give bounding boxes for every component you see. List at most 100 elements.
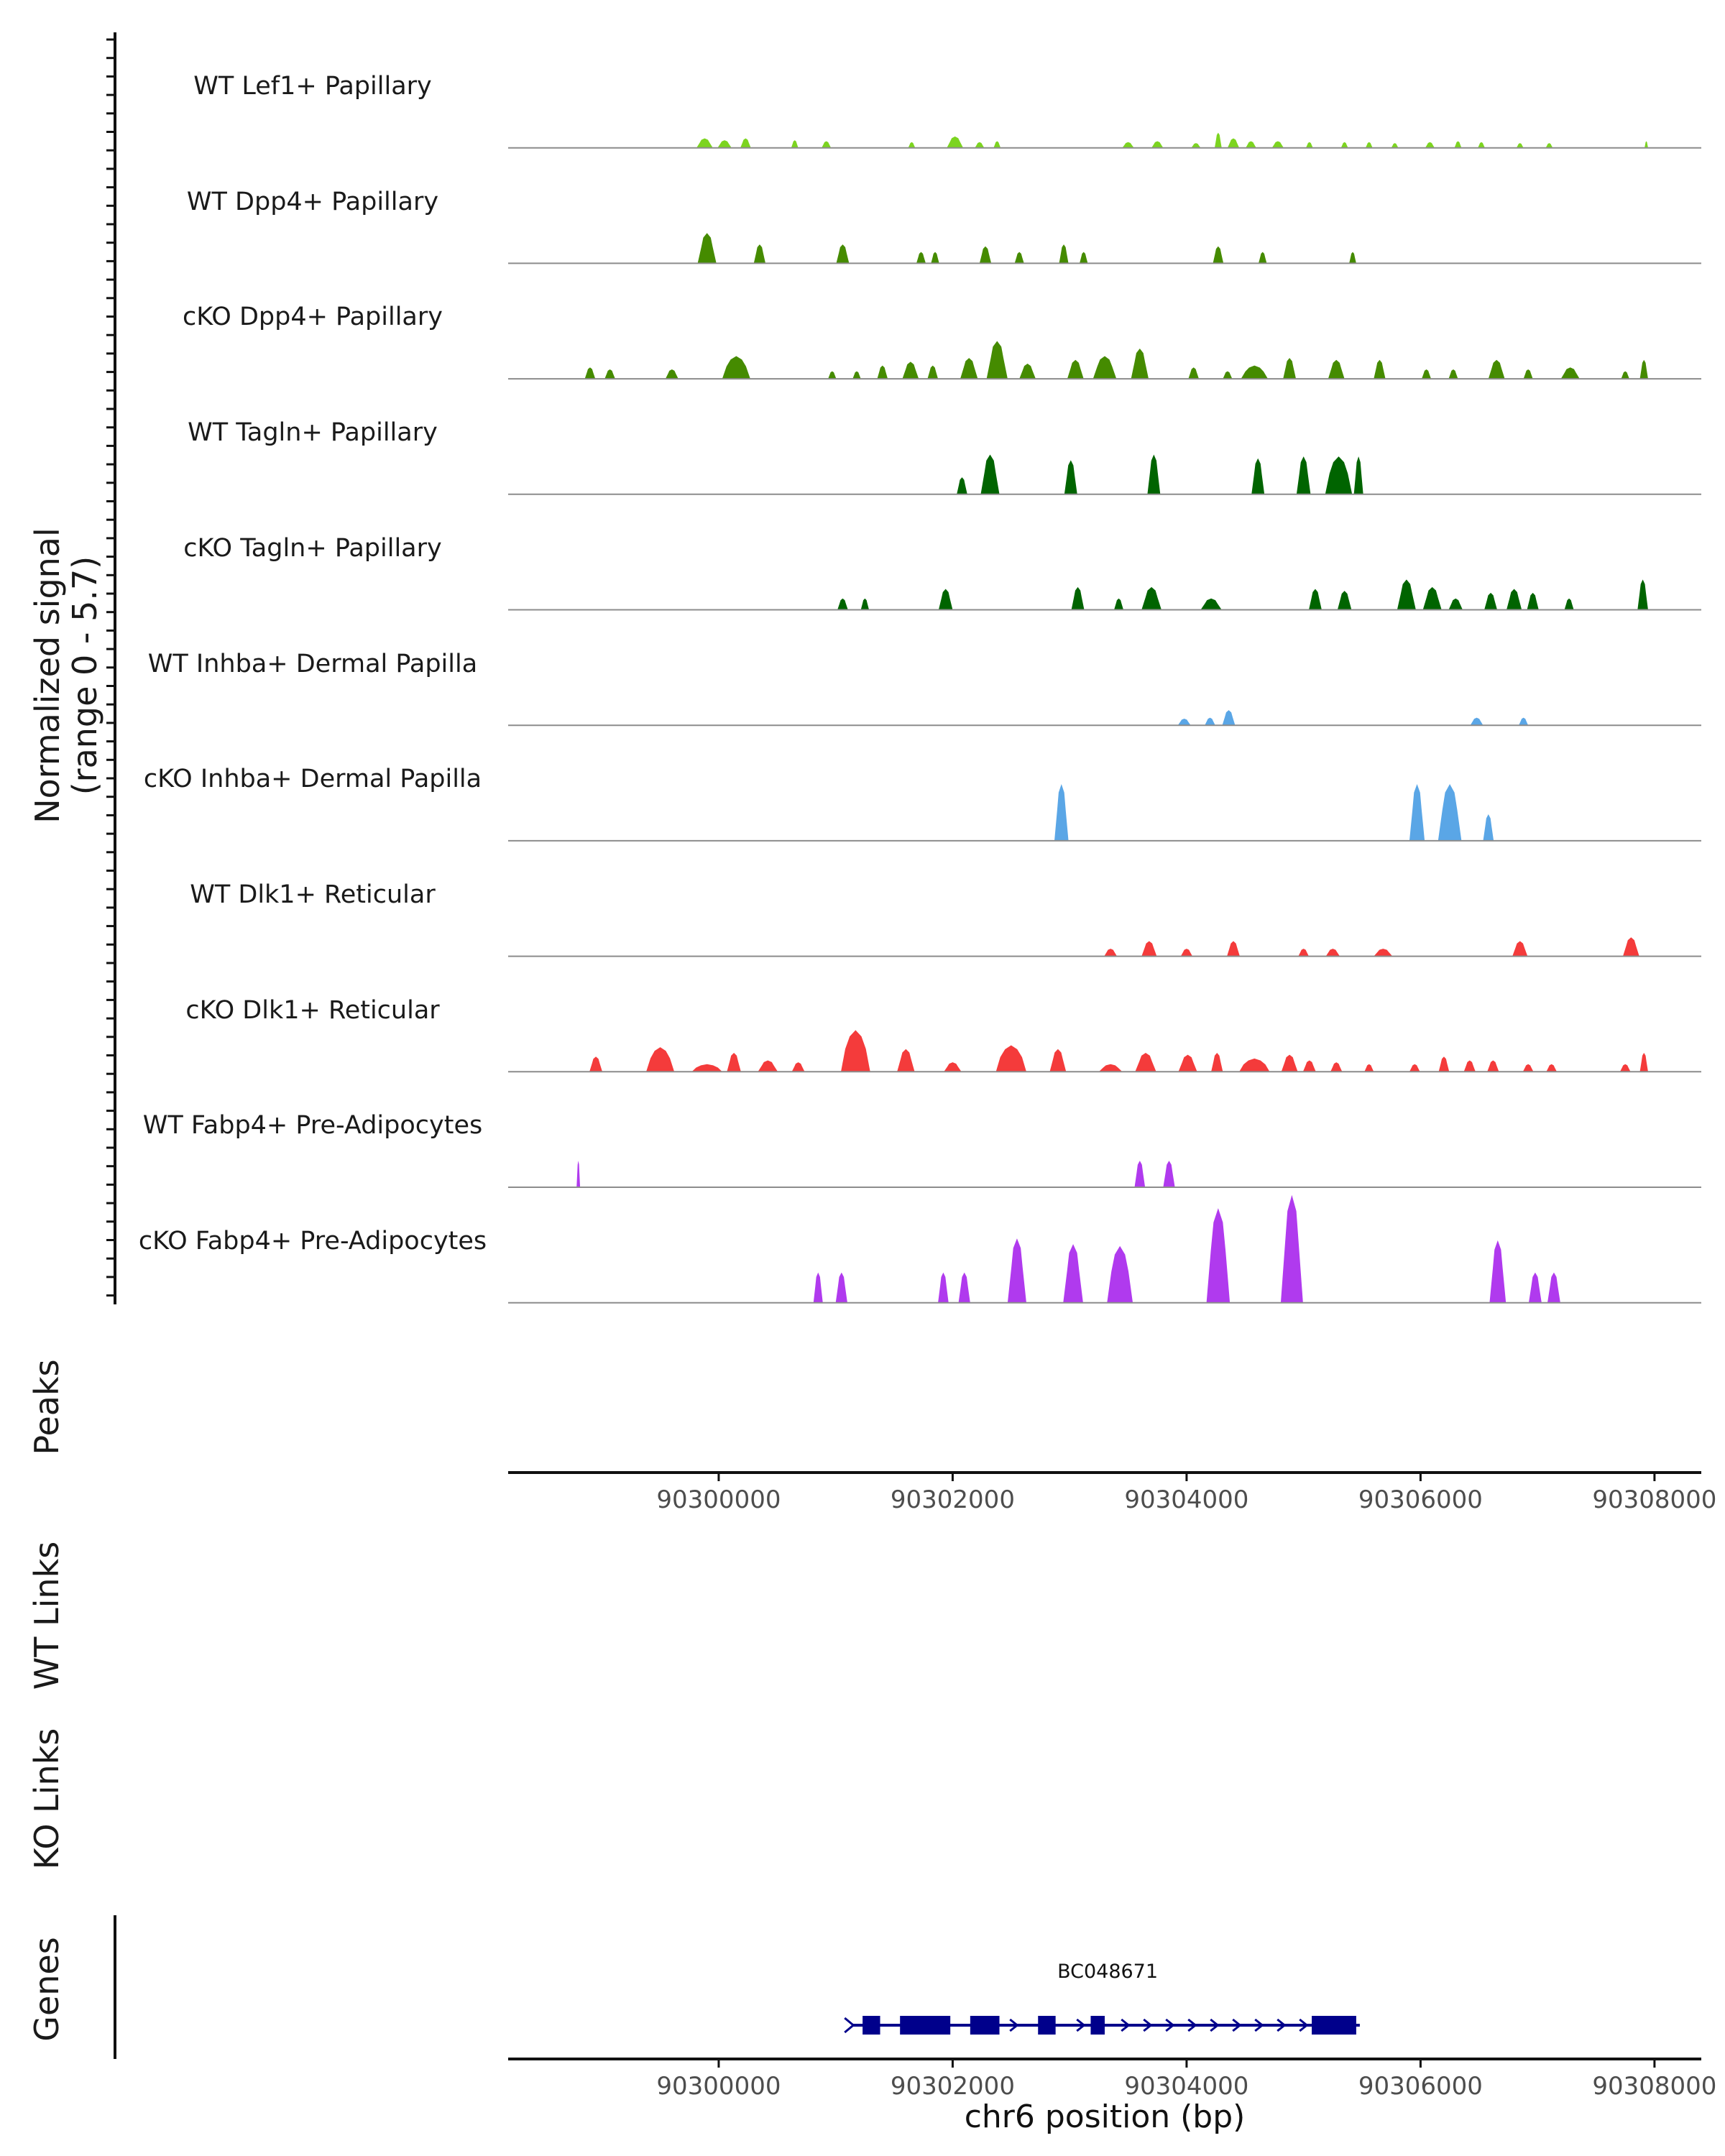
coverage-peak xyxy=(1454,141,1462,148)
coverage-peak xyxy=(1214,132,1222,148)
coverage-peak xyxy=(1353,456,1363,494)
coverage-peak xyxy=(986,341,1008,379)
coverage-peak xyxy=(1448,598,1463,610)
coverage-peak xyxy=(722,356,750,379)
coverage-peak xyxy=(1374,949,1393,957)
strand-arrow xyxy=(1232,2018,1242,2032)
coverage-peak xyxy=(1564,598,1574,610)
coverage-peak xyxy=(1222,710,1236,726)
coverage-peak xyxy=(1227,138,1240,148)
coverage-peak xyxy=(958,1272,970,1303)
strand-arrow xyxy=(1121,2018,1131,2032)
coverage-track xyxy=(508,454,1701,495)
coverage-peak xyxy=(1519,717,1529,726)
coverage-peak xyxy=(1438,1056,1450,1072)
coverage-peak xyxy=(1397,579,1416,610)
gene-exon xyxy=(1038,2016,1056,2035)
coverage-track xyxy=(508,1194,1701,1304)
coverage-peak xyxy=(1080,252,1088,264)
gene-exon xyxy=(1312,2016,1356,2035)
coverage-peak xyxy=(740,138,751,148)
coverage-peak xyxy=(1528,1272,1542,1303)
coverage-peak xyxy=(589,1056,603,1072)
coverage-peak xyxy=(813,1272,823,1303)
coverage-peak xyxy=(1227,941,1240,957)
coverage-peak xyxy=(1280,1194,1303,1303)
gene-exon xyxy=(900,2016,951,2035)
coverage-peak xyxy=(1522,1064,1534,1072)
coverage-peak xyxy=(1104,949,1118,957)
coverage-peak xyxy=(1283,358,1297,379)
coverage-peak xyxy=(1560,367,1580,379)
coverage-peak xyxy=(1409,1064,1420,1072)
coverage-peak xyxy=(584,367,596,379)
coverage-peak xyxy=(753,244,766,264)
coverage-peak xyxy=(1298,949,1309,957)
coverage-peak xyxy=(1391,143,1399,148)
coverage-peak xyxy=(1141,586,1162,610)
coverage-peak xyxy=(1328,359,1345,379)
coverage-peak xyxy=(791,1062,805,1072)
gene-exon xyxy=(970,2016,1000,2035)
coverage-peak xyxy=(1071,586,1085,610)
track-label: WT Lef1+ Papillary xyxy=(193,72,432,101)
ko-links-panel-label: KO Links xyxy=(27,1728,66,1870)
coverage-peak xyxy=(957,477,967,494)
coverage-peak xyxy=(1246,141,1256,148)
coverage-peak xyxy=(1188,367,1200,379)
coverage-peak xyxy=(1374,359,1386,379)
coverage-peak xyxy=(938,1272,949,1303)
coverage-peak xyxy=(791,140,799,148)
y-axis-title-main: Normalized signal xyxy=(28,528,67,824)
coverage-peak xyxy=(1067,359,1084,379)
coverage-peak xyxy=(995,1045,1026,1072)
coverage-peak xyxy=(1325,456,1353,494)
coverage-peak xyxy=(1014,252,1024,264)
coverage-peak xyxy=(975,142,985,148)
coverage-peak xyxy=(1177,718,1191,726)
coverage-peak xyxy=(902,361,919,379)
coverage-peak xyxy=(758,1060,778,1072)
track-label: WT Dlk1+ Reticular xyxy=(190,880,436,909)
coverage-peak xyxy=(1547,1272,1560,1303)
coverage-peak xyxy=(1478,142,1485,148)
coverage-peak xyxy=(697,233,717,264)
coverage-peak xyxy=(1463,1060,1476,1072)
coverage-peak xyxy=(960,358,978,379)
coverage-peak xyxy=(1223,371,1233,379)
coverage-peak xyxy=(1302,1060,1316,1072)
coverage-peak xyxy=(1191,143,1201,148)
x-tick-label: 90302000 xyxy=(890,2072,1015,2101)
coverage-peak xyxy=(1637,579,1648,610)
x-tick-label: 90302000 xyxy=(890,1485,1015,1514)
coverage-peak xyxy=(979,246,992,264)
coverage-peak xyxy=(1007,1238,1026,1303)
gene-model xyxy=(844,2016,1360,2035)
strand-arrow xyxy=(1187,2018,1197,2032)
coverage-peak xyxy=(1206,1208,1230,1303)
coverage-peak xyxy=(1546,1064,1558,1072)
y-axis-title-range: (range 0 - 5.7) xyxy=(65,556,104,796)
coverage-peak xyxy=(1092,356,1117,379)
gene-annotation-track xyxy=(844,2016,1360,2035)
coverage-peak xyxy=(1271,141,1284,148)
track-label: cKO Dpp4+ Papillary xyxy=(183,303,443,332)
track-label: WT Dpp4+ Papillary xyxy=(186,187,439,216)
coverage-peak xyxy=(836,244,850,264)
coverage-peak xyxy=(604,369,615,379)
coverage-peak xyxy=(727,1052,741,1072)
gene-exon xyxy=(1090,2016,1105,2035)
coverage-peak xyxy=(1114,598,1124,610)
strand-arrow xyxy=(1076,2018,1086,2032)
strand-arrow xyxy=(1165,2018,1175,2032)
coverage-peak xyxy=(1523,369,1533,379)
coverage-peak xyxy=(1325,949,1340,957)
track-label: cKO Dlk1+ Reticular xyxy=(185,995,440,1025)
coverage-peak xyxy=(1251,458,1265,494)
coverage-peak xyxy=(1512,941,1528,957)
coverage-peak xyxy=(841,1030,870,1072)
coverage-peak xyxy=(1506,589,1522,610)
coverage-peak xyxy=(1281,1054,1298,1072)
coverage-peak xyxy=(993,141,1001,148)
